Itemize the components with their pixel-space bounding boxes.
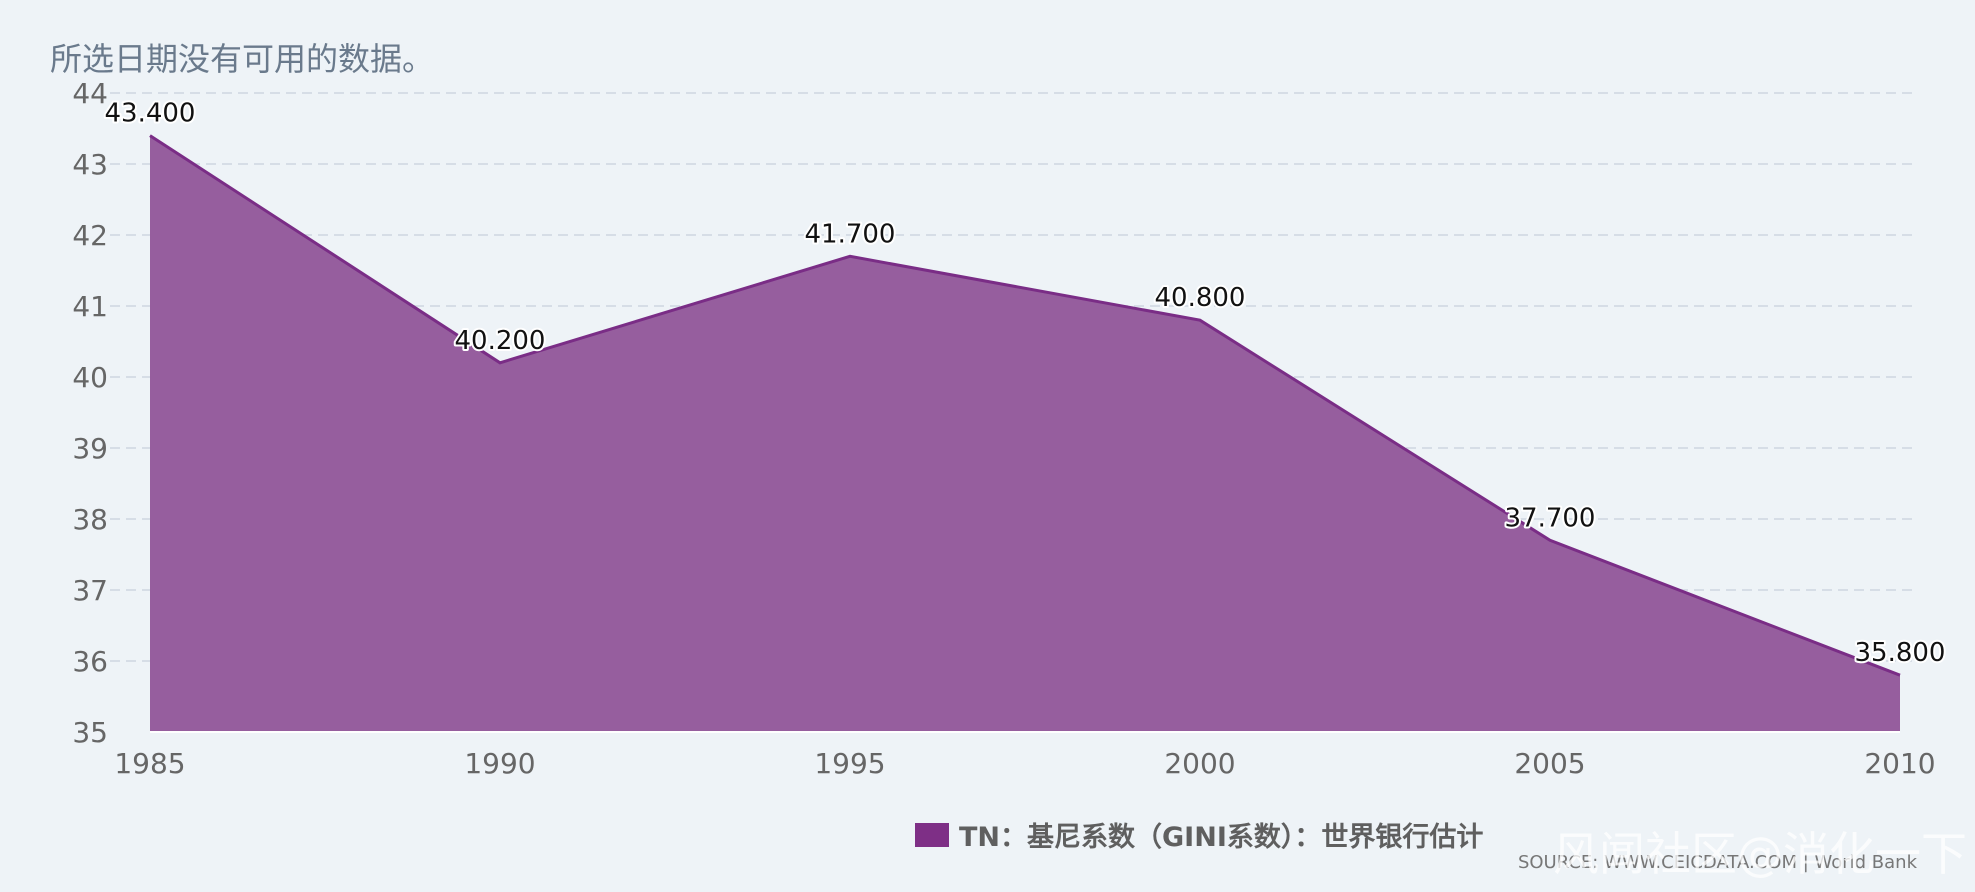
y-tick-label: 36 [72, 645, 108, 678]
y-tick-label: 41 [72, 290, 108, 323]
y-axis-ticks: 35 36 37 38 39 40 41 42 43 44 [72, 77, 108, 749]
data-label: 43.400 [105, 99, 196, 129]
x-tick-label: 1995 [814, 747, 885, 780]
source-credit: SOURCE: WWW.CEICDATA.COM | World Bank [1517, 852, 1917, 873]
area-series [149, 134, 1901, 733]
data-label: 41.700 [805, 219, 896, 249]
legend-label: TN：基尼系数（GINI系数）：世界银行估计 [959, 822, 1484, 853]
data-label: 37.700 [1505, 503, 1596, 533]
x-tick-label: 2005 [1514, 747, 1585, 780]
no-data-note: 所选日期没有可用的数据。 [50, 40, 435, 78]
y-tick-label: 42 [72, 219, 108, 252]
data-label: 35.800 [1855, 638, 1946, 668]
data-label: 40.800 [1155, 283, 1246, 313]
x-tick-label: 1990 [464, 747, 535, 780]
watermark: 风闻社区@消化一下 [1553, 827, 1967, 881]
x-tick-label: 2000 [1164, 747, 1235, 780]
data-label: 40.200 [455, 326, 546, 356]
x-tick-label: 1985 [114, 747, 185, 780]
y-tick-label: 38 [72, 503, 108, 536]
chart-legend[interactable]: TN：基尼系数（GINI系数）：世界银行估计 [915, 815, 1483, 854]
y-tick-label: 39 [72, 432, 108, 465]
y-tick-label: 40 [72, 361, 108, 394]
y-tick-label: 43 [72, 148, 108, 181]
x-axis-ticks: 1985 1990 1995 2000 2005 2010 [114, 747, 1935, 780]
y-tick-label: 44 [72, 77, 108, 110]
series-line [149, 134, 1901, 677]
legend-swatch [915, 822, 949, 847]
area-fill [150, 135, 1900, 733]
y-tick-label: 37 [72, 574, 108, 607]
y-tick-label: 35 [72, 716, 108, 749]
data-labels: 43.400 40.200 41.700 40.800 37.700 35.800 [103, 97, 1948, 671]
x-tick-label: 2010 [1864, 747, 1935, 780]
